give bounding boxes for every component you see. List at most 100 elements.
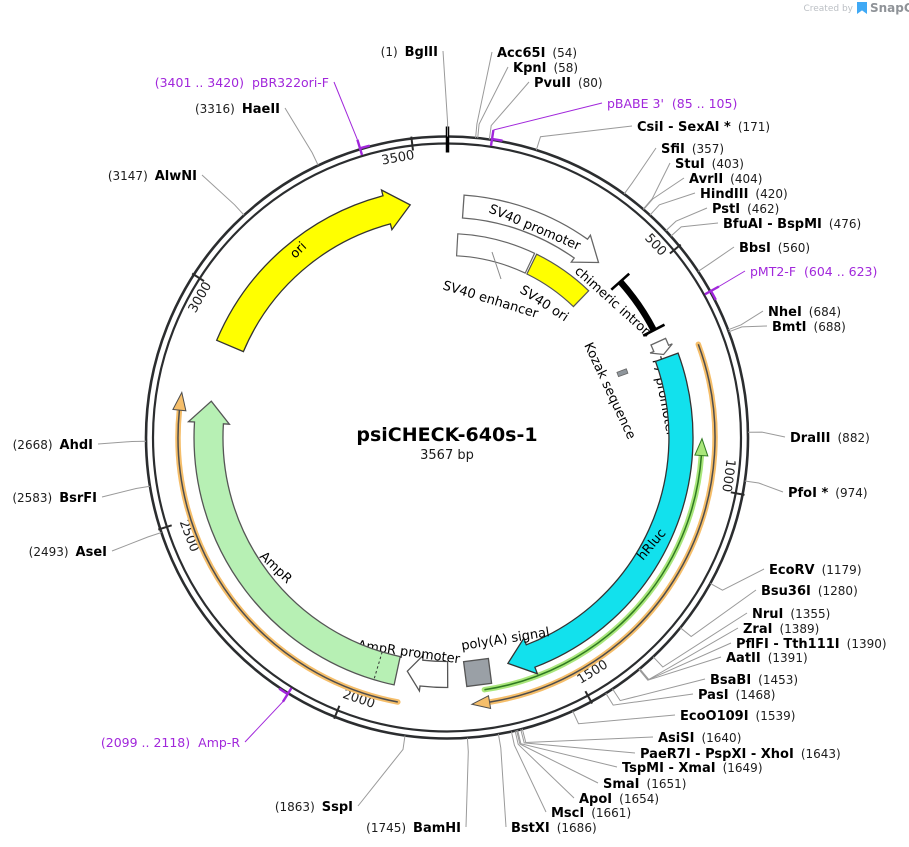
- feature-label: Kozak sequence: [580, 340, 638, 441]
- label-leader-line: [497, 734, 507, 828]
- label-leader-line: [514, 730, 575, 799]
- enzyme-label-part: (1745): [366, 821, 406, 835]
- enzyme-label-part: EcoO109I: [680, 709, 749, 724]
- enzyme-label: (2493) AseI: [29, 545, 107, 560]
- primer-tick-cap: [281, 687, 293, 703]
- orf-arrowhead: [470, 694, 492, 710]
- enzyme-label-part: AatII: [726, 651, 761, 666]
- enzyme-label: HindIII (420): [700, 187, 788, 202]
- enzyme-label-part: (882): [838, 431, 870, 445]
- enzyme-label-part: PaeR7I - PspXI - XhoI: [640, 747, 794, 762]
- enzyme-label: SmaI (1651): [603, 777, 686, 792]
- feature-intron-arc: [617, 279, 657, 332]
- enzyme-label-part: CsiI - SexAI *: [637, 120, 731, 135]
- enzyme-label-part: StuI: [675, 157, 705, 172]
- credit: Created by SnapGene: [803, 1, 909, 15]
- enzyme-label-part: NruI: [752, 607, 783, 622]
- enzyme-label-part: Acc65I: [497, 46, 545, 61]
- label-leader-line: [465, 737, 469, 828]
- enzyme-label-part: (1): [381, 45, 398, 59]
- primer-label-part: Amp-R: [198, 735, 240, 750]
- enzyme-label: PfoI * (974): [788, 486, 868, 501]
- label-leader-line: [639, 627, 739, 681]
- label-leader-line: [747, 431, 786, 438]
- enzyme-label: BmtI (688): [772, 320, 846, 335]
- enzyme-label: (3316) HaeII: [195, 102, 280, 117]
- tick-mark: [191, 272, 205, 282]
- enzyme-label: PvuII (80): [534, 76, 603, 91]
- enzyme-label-part: (974): [835, 486, 867, 500]
- enzyme-label: NheI (684): [768, 305, 841, 320]
- enzyme-label: AsiSI (1640): [658, 731, 741, 746]
- label-leader-line: [744, 480, 784, 493]
- enzyme-label: TspMI - XmaI (1649): [622, 761, 763, 776]
- enzyme-label-part: AsiSI: [658, 731, 694, 746]
- enzyme-label-part: HindIII: [700, 187, 748, 202]
- enzyme-label-part: PvuII: [534, 76, 571, 91]
- enzyme-label: NruI (1355): [752, 607, 830, 622]
- orf-arc-core: [489, 344, 716, 703]
- label-leader-line: [670, 222, 719, 237]
- orf-arrowhead: [172, 391, 187, 412]
- enzyme-label-part: (1649): [723, 761, 763, 775]
- enzyme-label-part: SspI: [322, 800, 353, 815]
- enzyme-label-part: (1643): [801, 747, 841, 761]
- label-leader-line: [244, 701, 284, 743]
- enzyme-label: (1863) SspI: [275, 800, 353, 815]
- label-leader-line: [111, 532, 162, 552]
- enzyme-label-part: BsaBI: [710, 673, 751, 688]
- feature-band: [455, 233, 536, 274]
- enzyme-label-part: (1453): [758, 673, 798, 687]
- tick-mark: [410, 136, 414, 151]
- primer-tick-cap: [704, 285, 720, 296]
- enzyme-label-part: TspMI - XmaI: [622, 761, 716, 776]
- enzyme-label-part: (1640): [701, 731, 741, 745]
- enzyme-label-part: (54): [552, 46, 577, 60]
- enzyme-label-part: (1280): [818, 584, 858, 598]
- enzyme-label-part: (1686): [557, 821, 597, 835]
- primer-label: (2099 .. 2118) Amp-R: [101, 735, 240, 750]
- label-leader-line: [357, 735, 406, 807]
- feature-intron-cap: [610, 272, 631, 291]
- enzyme-label: BfuAI - BspMI (476): [723, 217, 861, 232]
- primer-label-part: pBR322ori-F: [252, 75, 329, 90]
- feature-label-connector: [491, 251, 502, 280]
- label-leader-line: [510, 731, 547, 813]
- enzyme-label-part: PfoI *: [788, 486, 828, 501]
- enzyme-label: EcoRV (1179): [769, 563, 862, 578]
- enzyme-label-part: BmtI: [772, 320, 807, 335]
- label-leader-line: [652, 612, 748, 668]
- enzyme-label: BsaBI (1453): [710, 673, 798, 688]
- label-leader-line: [642, 162, 671, 210]
- tick-mark: [669, 243, 682, 255]
- enzyme-label-part: PasI: [698, 688, 729, 703]
- enzyme-label-part: (171): [738, 120, 770, 134]
- enzyme-label-part: (476): [829, 217, 861, 231]
- primer-tick-cap: [489, 129, 495, 146]
- enzyme-label-part: HaeII: [242, 102, 280, 117]
- enzyme-label-part: AhdI: [60, 438, 93, 453]
- enzyme-label-part: (1654): [619, 792, 659, 806]
- primer-label-part: (2099 .. 2118): [101, 735, 190, 750]
- tick-mark: [333, 705, 341, 720]
- label-leader-line: [333, 81, 358, 140]
- tick-mark: [157, 524, 173, 531]
- label-leader-line: [679, 589, 757, 638]
- tick-label: 1000: [718, 458, 737, 493]
- feature-square: [462, 657, 493, 688]
- enzyme-label-part: (684): [809, 305, 841, 319]
- label-leader-line: [623, 147, 657, 195]
- enzyme-label-part: BsrFI: [59, 491, 97, 506]
- label-leader-line: [201, 174, 245, 216]
- enzyme-label-part: NheI: [768, 305, 802, 320]
- enzyme-label: PasI (1468): [698, 688, 775, 703]
- enzyme-label-part: (3147): [108, 169, 148, 183]
- credit-created-by: Created by: [803, 4, 853, 14]
- enzyme-label: (1) BglII: [381, 45, 438, 60]
- enzyme-label: DraIII (882): [790, 431, 870, 446]
- feature-intron-cap: [642, 323, 666, 337]
- feature-label: chimeric intron: [571, 264, 654, 341]
- primer-label: (3401 .. 3420) pBR322ori-F: [155, 75, 329, 90]
- label-leader-line: [284, 107, 319, 166]
